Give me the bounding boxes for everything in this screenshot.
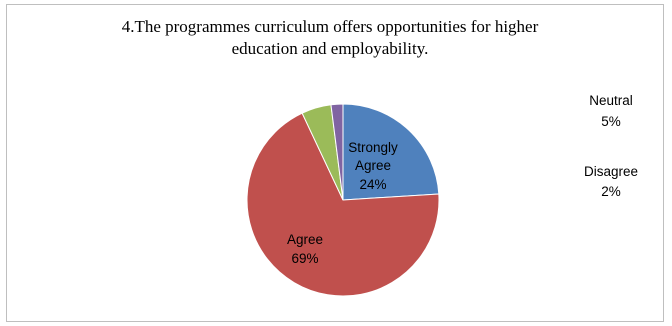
pie-slice-strongly-agree — [342, 103, 440, 201]
pie-slice-disagree — [330, 103, 344, 201]
chart-title-line-1: 4.The programmes curriculum offers oppor… — [121, 17, 539, 36]
slice-label-strongly-agree-percent: 24% — [359, 177, 386, 192]
chart-title-line-2: education and employability. — [231, 39, 429, 58]
slice-label-neutral: Neutral — [589, 93, 633, 108]
slice-label-agree-percent: 69% — [291, 251, 318, 266]
slice-label-neutral-percent: 5% — [601, 114, 621, 129]
slice-label-strongly-agree-line-1: Strongly — [348, 140, 398, 155]
slice-label-disagree-percent: 2% — [601, 184, 621, 199]
slice-label-disagree: Disagree — [584, 164, 638, 179]
slice-label-agree: Agree — [287, 232, 323, 247]
chart-title: 4.The programmes curriculum offers oppor… — [20, 16, 640, 60]
slice-label-strongly-agree-line-2: Agree — [355, 158, 391, 173]
pie-slice-agree — [246, 112, 440, 297]
